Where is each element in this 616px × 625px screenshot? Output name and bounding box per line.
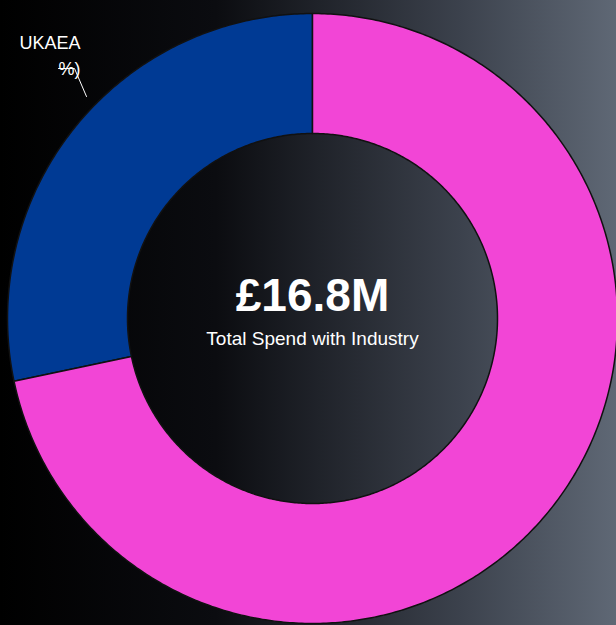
svg-text:Total Spend with Industry: Total Spend with Industry xyxy=(206,328,419,349)
svg-text:UKAEA%): UKAEA%) xyxy=(19,33,80,79)
svg-text:£16.8M: £16.8M xyxy=(236,269,389,321)
